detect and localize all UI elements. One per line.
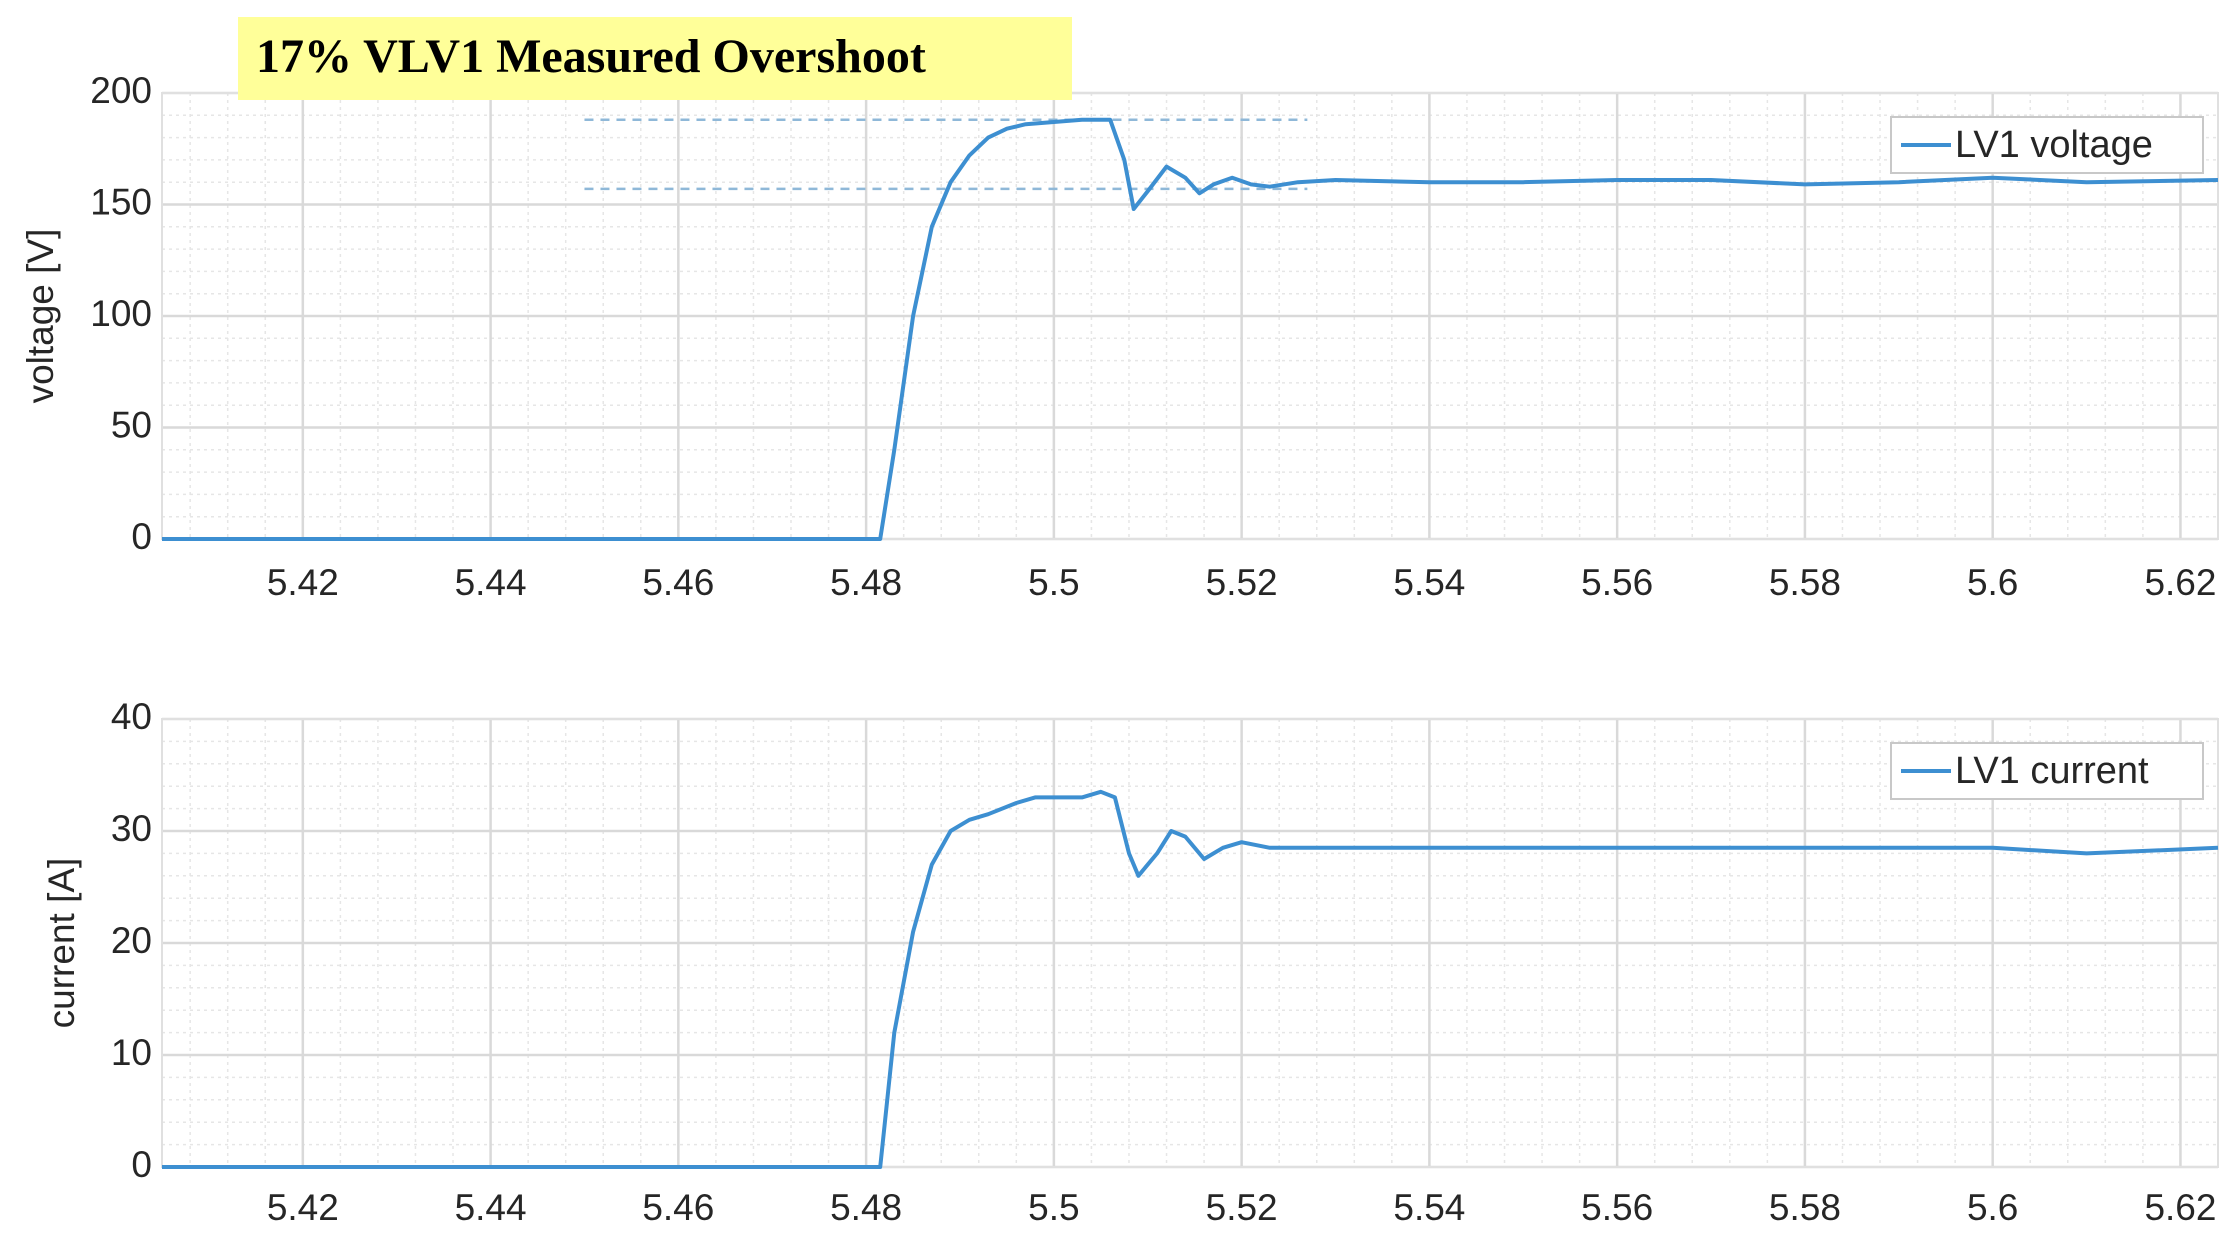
x-tick-label: 5.42	[267, 1187, 339, 1228]
legend-label: LV1 current	[1955, 750, 2149, 792]
x-tick-label: 5.46	[642, 562, 714, 603]
x-tick-label: 5.44	[455, 562, 527, 603]
y-tick-label: 20	[111, 920, 152, 961]
x-tick-label: 5.44	[455, 1187, 527, 1228]
x-tick-label: 5.48	[830, 1187, 902, 1228]
x-tick-label: 5.52	[1206, 1187, 1278, 1228]
y-tick-label: 30	[111, 808, 152, 849]
x-tick-label: 5.6	[1967, 562, 2018, 603]
y-axis-label: voltage [V]	[20, 229, 61, 404]
y-tick-label: 40	[111, 696, 152, 737]
y-tick-label: 0	[131, 1144, 152, 1185]
x-tick-label: 5.62	[2144, 1187, 2216, 1228]
y-tick-label: 200	[90, 70, 152, 111]
x-tick-label: 5.54	[1393, 1187, 1465, 1228]
axes-box	[161, 718, 2219, 1168]
x-tick-label: 5.46	[642, 1187, 714, 1228]
x-tick-label: 5.56	[1581, 562, 1653, 603]
x-tick-label: 5.5	[1028, 562, 1079, 603]
x-tick-label: 5.56	[1581, 1187, 1653, 1228]
annotation: 17% VLV1 Measured Overshoot	[256, 30, 926, 83]
y-tick-label: 10	[111, 1032, 152, 1073]
x-tick-label: 5.6	[1967, 1187, 2018, 1228]
legend-label: LV1 voltage	[1955, 124, 2153, 166]
x-tick-label: 5.52	[1206, 562, 1278, 603]
y-tick-label: 0	[131, 516, 152, 557]
x-tick-label: 5.48	[830, 562, 902, 603]
series-line	[162, 117, 2219, 541]
x-tick-label: 5.58	[1769, 562, 1841, 603]
x-tick-label: 5.42	[267, 562, 339, 603]
y-tick-label: 50	[111, 404, 152, 445]
axes-box	[161, 92, 2219, 540]
y-tick-label: 100	[90, 293, 152, 334]
y-axis-label: current [A]	[41, 858, 82, 1029]
x-tick-label: 5.62	[2144, 562, 2216, 603]
x-tick-label: 5.5	[1028, 1187, 1079, 1228]
x-tick-label: 5.54	[1393, 562, 1465, 603]
x-tick-label: 5.58	[1769, 1187, 1841, 1228]
series-line	[162, 789, 2219, 1169]
y-tick-label: 150	[90, 181, 152, 222]
annotation-box	[238, 17, 1072, 100]
